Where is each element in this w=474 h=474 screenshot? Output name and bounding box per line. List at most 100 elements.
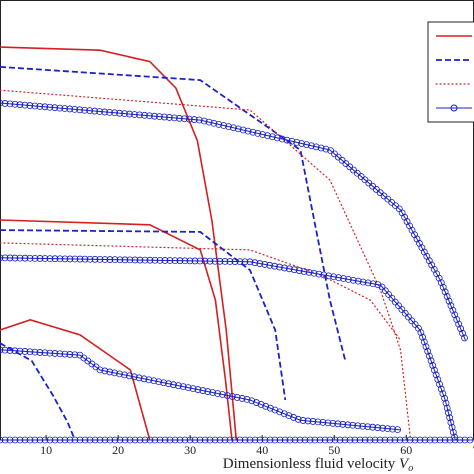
marker [199, 387, 207, 394]
marker [41, 436, 49, 444]
marker [321, 436, 329, 444]
marker [31, 102, 39, 110]
marker [305, 268, 313, 276]
marker [219, 391, 226, 398]
marker [325, 272, 333, 280]
marker [354, 422, 362, 430]
marker [71, 351, 79, 359]
marker [394, 426, 401, 434]
marker [86, 107, 94, 115]
marker [256, 436, 264, 444]
marker [230, 124, 237, 132]
marker [448, 423, 456, 431]
marker [130, 373, 138, 381]
marker [261, 261, 269, 268]
x-tick-label: 60 [400, 443, 412, 457]
marker [435, 274, 443, 282]
marker [364, 279, 372, 287]
marker [271, 262, 278, 270]
marker [301, 436, 309, 444]
marker [374, 424, 382, 432]
marker [453, 316, 461, 323]
marker [225, 123, 232, 131]
marker [216, 436, 224, 444]
marker [106, 436, 114, 444]
marker [51, 104, 59, 112]
marker [335, 274, 342, 282]
marker [446, 436, 454, 444]
marker [186, 436, 194, 444]
marker [106, 108, 114, 116]
marker [424, 347, 432, 355]
marker [376, 436, 384, 444]
marker [11, 254, 19, 262]
marker [101, 256, 109, 263]
marker [241, 436, 249, 444]
marker [466, 436, 474, 444]
marker [151, 112, 158, 120]
marker [146, 112, 153, 120]
marker [61, 255, 69, 263]
x-tick-label: 10 [40, 443, 52, 457]
marker-decoration [0, 99, 468, 342]
marker [36, 436, 44, 444]
marker [56, 436, 64, 444]
marker [441, 394, 449, 402]
marker [36, 103, 44, 110]
marker [345, 275, 352, 283]
marker [156, 436, 164, 444]
marker [131, 256, 139, 264]
marker [341, 436, 349, 444]
marker [231, 258, 239, 265]
marker [459, 329, 466, 337]
marker [359, 422, 367, 430]
marker [261, 436, 269, 444]
marker [191, 257, 199, 265]
marker [165, 114, 173, 121]
marker [156, 113, 163, 121]
marker [278, 135, 286, 143]
marker [427, 357, 435, 365]
marker [41, 255, 49, 262]
marker [150, 377, 158, 385]
marker [91, 107, 99, 115]
marker [214, 390, 221, 397]
marker [236, 436, 244, 444]
marker [457, 325, 465, 333]
marker [151, 436, 159, 444]
marker [273, 134, 281, 142]
marker [349, 276, 357, 284]
marker [21, 436, 29, 444]
marker [249, 128, 257, 136]
marker [0, 346, 4, 354]
series-line [0, 219, 233, 441]
marker [76, 255, 84, 263]
marker [295, 267, 303, 274]
marker [417, 329, 425, 336]
marker [307, 142, 315, 150]
marker [141, 111, 148, 119]
marker [223, 392, 231, 399]
x-axis-label-symbol: V [399, 456, 410, 472]
marker [180, 115, 188, 123]
marker [56, 255, 64, 263]
marker [190, 116, 198, 123]
marker [211, 436, 219, 444]
marker [176, 257, 184, 265]
marker-decoration [0, 346, 401, 434]
marker [131, 111, 138, 118]
marker [146, 256, 154, 264]
marker [406, 436, 414, 444]
marker [306, 436, 314, 444]
marker [291, 436, 299, 444]
marker [236, 258, 244, 266]
marker [201, 257, 209, 265]
marker [186, 257, 194, 265]
marker [21, 101, 29, 109]
marker [106, 256, 114, 263]
marker [442, 399, 450, 407]
marker [81, 106, 89, 114]
marker [434, 376, 442, 383]
marker [151, 256, 159, 264]
